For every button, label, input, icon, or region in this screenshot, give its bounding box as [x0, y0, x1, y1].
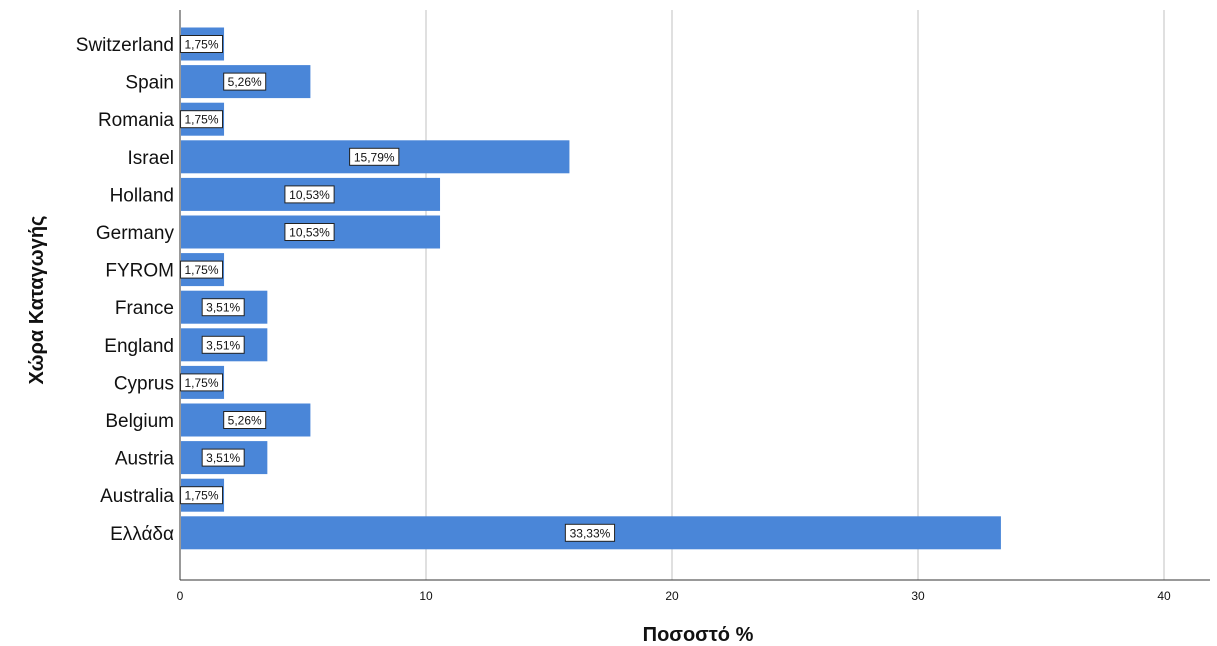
data-label-text: 10,53%: [289, 226, 330, 240]
data-label: 10,53%: [284, 185, 335, 204]
data-label: 1,75%: [180, 110, 224, 129]
category-label: Romania: [98, 110, 174, 131]
category-label: France: [115, 298, 174, 319]
data-label-text: 3,51%: [206, 451, 240, 465]
category-label: Holland: [110, 185, 174, 206]
data-label-box: [180, 486, 224, 505]
category-label: Germany: [96, 223, 175, 244]
data-label-box: [564, 523, 616, 542]
data-label: 3,51%: [201, 335, 245, 354]
data-label: 1,75%: [180, 260, 224, 279]
category-label: Austria: [115, 449, 175, 470]
data-label-box: [180, 260, 224, 279]
data-label-text: 1,75%: [185, 38, 219, 52]
data-label-box: [223, 411, 267, 429]
category-label: Australia: [100, 486, 174, 507]
category-label: England: [104, 336, 174, 357]
data-label-box: [201, 448, 245, 467]
category-label: Ελλάδα: [110, 524, 174, 545]
data-label-text: 1,75%: [185, 376, 219, 390]
category-label: Cyprus: [114, 373, 174, 394]
x-tick-label: 10: [419, 589, 433, 603]
data-label-box: [223, 72, 267, 91]
category-label: FYROM: [105, 261, 174, 282]
data-label: 3,51%: [201, 298, 245, 317]
gridlines: [425, 10, 1165, 580]
data-label: 33,33%: [564, 523, 616, 542]
data-labels: 1,75% 5,26% 1,75% 15,79% 10,53% 10,53% 1,75% 3,…: [180, 35, 616, 542]
data-label-box: [284, 185, 335, 204]
category-label: Switzerland: [76, 35, 174, 56]
x-tick-label: 0: [177, 589, 184, 603]
category-labels: Switzerland Spain Romania Israel Holland Germ…: [76, 35, 175, 545]
data-label: 1,75%: [180, 486, 224, 505]
x-tick-label: 40: [1157, 589, 1171, 603]
data-label: 10,53%: [284, 223, 335, 241]
data-label-box: [284, 223, 335, 241]
data-label: 1,75%: [180, 373, 224, 392]
data-label: 5,26%: [223, 411, 267, 429]
data-label-box: [180, 373, 224, 392]
data-label: 15,79%: [349, 147, 400, 166]
data-label-text: 5,26%: [228, 414, 262, 428]
data-label: 3,51%: [201, 448, 245, 467]
data-label-box: [201, 335, 245, 354]
data-label-box: [180, 35, 224, 53]
data-label-text: 3,51%: [206, 301, 240, 315]
x-tick-labels: 0 10 20 30 40: [177, 589, 1171, 603]
data-label-text: 1,75%: [185, 113, 219, 127]
bars: [181, 27, 1001, 550]
x-tick-label: 20: [665, 589, 679, 603]
x-tick-label: 30: [911, 589, 925, 603]
category-label: Belgium: [105, 411, 174, 432]
data-label-text: 5,26%: [228, 75, 262, 89]
data-label-text: 33,33%: [570, 526, 611, 540]
data-label-box: [180, 110, 224, 129]
category-label: Spain: [125, 73, 174, 94]
data-label-text: 1,75%: [185, 489, 219, 503]
data-label-text: 15,79%: [354, 150, 395, 164]
data-label-box: [201, 298, 245, 317]
y-axis-label: Χώρα Καταγωγής: [26, 216, 48, 385]
category-label: Israel: [128, 148, 174, 169]
data-label: 1,75%: [180, 35, 224, 53]
data-label-text: 1,75%: [185, 263, 219, 277]
data-label: 5,26%: [223, 72, 267, 91]
data-label-text: 3,51%: [206, 338, 240, 352]
data-label-box: [349, 147, 400, 166]
x-axis-label: Ποσοστό %: [643, 624, 754, 646]
data-label-text: 10,53%: [289, 188, 330, 202]
